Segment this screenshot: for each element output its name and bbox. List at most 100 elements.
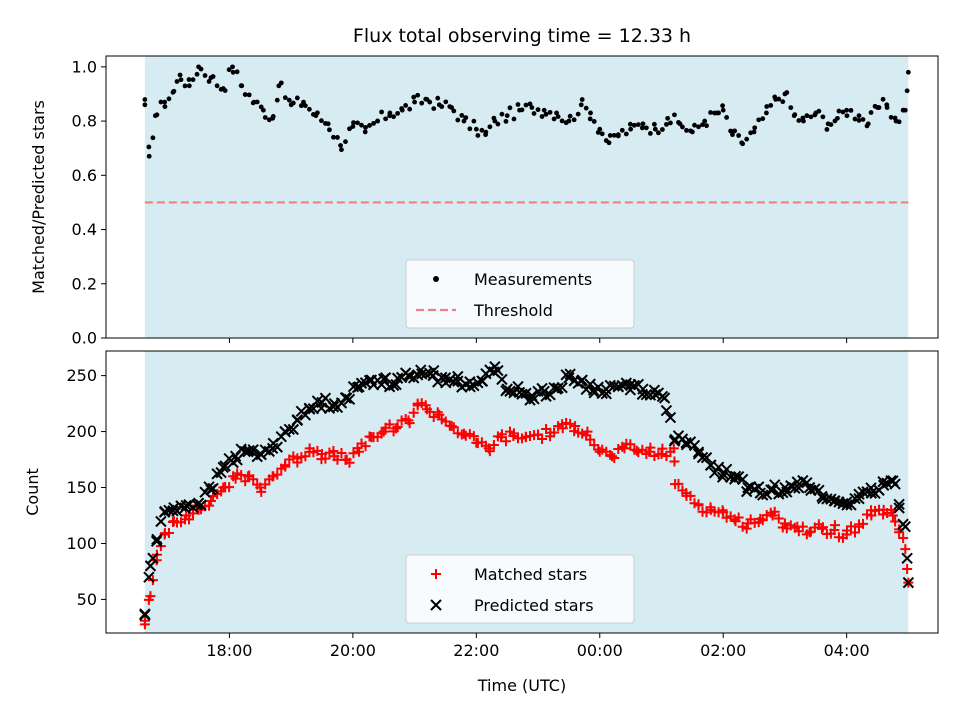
matched-star-point	[448, 422, 459, 433]
measurement-point	[449, 105, 455, 110]
predicted-star-point	[217, 461, 229, 474]
matched-star-point	[609, 452, 620, 463]
measurement-point	[804, 113, 810, 119]
matched-star-point	[849, 527, 860, 538]
measurement-point	[343, 139, 348, 145]
y-tick-label-top: 0.8	[72, 112, 97, 131]
predicted-star-point	[489, 360, 501, 373]
predicted-star-point	[436, 371, 448, 384]
predicted-star-point	[754, 487, 766, 499]
predicted-star-point	[563, 372, 575, 384]
measurement-point	[142, 97, 148, 102]
predicted-star-point	[150, 535, 163, 547]
matched-star-point	[181, 510, 192, 521]
predicted-star-point	[526, 390, 538, 402]
predicted-star-point	[303, 403, 316, 415]
matched-star-point	[792, 521, 803, 532]
measurement-point	[639, 125, 645, 131]
measurement-point	[375, 118, 380, 124]
measurement-point	[523, 102, 529, 108]
predicted-star-point	[575, 375, 587, 387]
measurement-point	[668, 120, 673, 126]
measurement-point	[684, 128, 689, 133]
measurement-point	[848, 108, 854, 113]
measurement-point	[752, 125, 758, 131]
measurement-point	[507, 105, 513, 111]
measurement-point	[246, 92, 252, 98]
predicted-star-point	[180, 499, 192, 512]
measurement-point	[587, 116, 593, 122]
measurement-point	[455, 117, 461, 123]
predicted-star-point	[151, 533, 163, 546]
predicted-star-point	[600, 383, 612, 395]
predicted-star-point	[266, 442, 279, 455]
measurement-point	[174, 79, 180, 84]
measurement-point	[431, 106, 437, 112]
measurement-point	[860, 117, 866, 122]
predicted-star-point	[139, 608, 151, 620]
predicted-star-point	[584, 378, 596, 390]
measurement-point	[539, 114, 545, 119]
measurement-point	[764, 110, 769, 116]
predicted-star-point	[402, 369, 415, 382]
measurement-point	[260, 107, 266, 113]
legend-marker-measurements	[433, 276, 439, 282]
matched-star-point	[145, 591, 156, 602]
matched-star-point	[773, 513, 784, 524]
predicted-star-point	[587, 384, 600, 396]
measurement-point	[351, 120, 356, 125]
measurement-point	[298, 103, 304, 109]
measurement-point	[647, 131, 653, 136]
predicted-star-point	[464, 381, 476, 393]
predicted-star-point	[242, 446, 254, 458]
matched-star-point	[218, 482, 229, 493]
measurement-point	[768, 103, 774, 108]
predicted-star-point	[660, 404, 673, 417]
measurement-point	[696, 124, 701, 130]
measurement-point	[702, 118, 708, 124]
predicted-star-point	[700, 451, 713, 464]
predicted-star-point	[720, 463, 733, 475]
measurement-point	[583, 105, 589, 111]
matched-star-point	[248, 474, 259, 485]
measurement-point	[363, 125, 368, 130]
matched-star-point	[841, 529, 852, 540]
predicted-star-point	[893, 498, 905, 511]
predicted-star-point	[147, 552, 159, 564]
measurement-point	[902, 107, 908, 113]
measurement-point	[270, 115, 276, 121]
measurement-point	[567, 113, 573, 119]
predicted-star-point	[742, 481, 754, 494]
predicted-star-point	[628, 379, 641, 392]
measurement-point	[547, 109, 553, 115]
matched-star-point	[570, 420, 581, 431]
matched-star-point	[496, 432, 507, 443]
measurement-point	[459, 113, 465, 118]
measurement-point	[443, 99, 449, 105]
predicted-star-point	[513, 386, 526, 399]
matched-star-point	[533, 429, 544, 440]
y-tick-label-bottom: 100	[66, 534, 97, 553]
measurement-point	[825, 121, 831, 127]
predicted-star-point	[803, 481, 816, 494]
predicted-star-point	[688, 439, 701, 452]
matched-star-point	[392, 421, 403, 432]
matched-star-point	[267, 471, 278, 482]
measurement-point	[635, 122, 641, 128]
chart-title: Flux total observing time = 12.33 h	[353, 25, 691, 47]
predicted-star-point	[476, 375, 489, 387]
measurement-point	[884, 102, 890, 108]
predicted-star-point	[365, 374, 378, 386]
measurement-point	[844, 113, 850, 119]
measurement-point	[158, 99, 164, 105]
measurement-point	[599, 131, 605, 137]
matched-star-point	[644, 446, 655, 457]
measurement-point	[194, 71, 200, 77]
measurement-point	[471, 118, 477, 124]
matched-star-point	[585, 434, 596, 445]
y-tick-label-top: 0.4	[72, 220, 97, 239]
matched-star-point	[681, 488, 692, 499]
predicted-star-point	[779, 481, 791, 494]
measurement-point	[619, 127, 625, 133]
measurement-point	[689, 129, 695, 135]
